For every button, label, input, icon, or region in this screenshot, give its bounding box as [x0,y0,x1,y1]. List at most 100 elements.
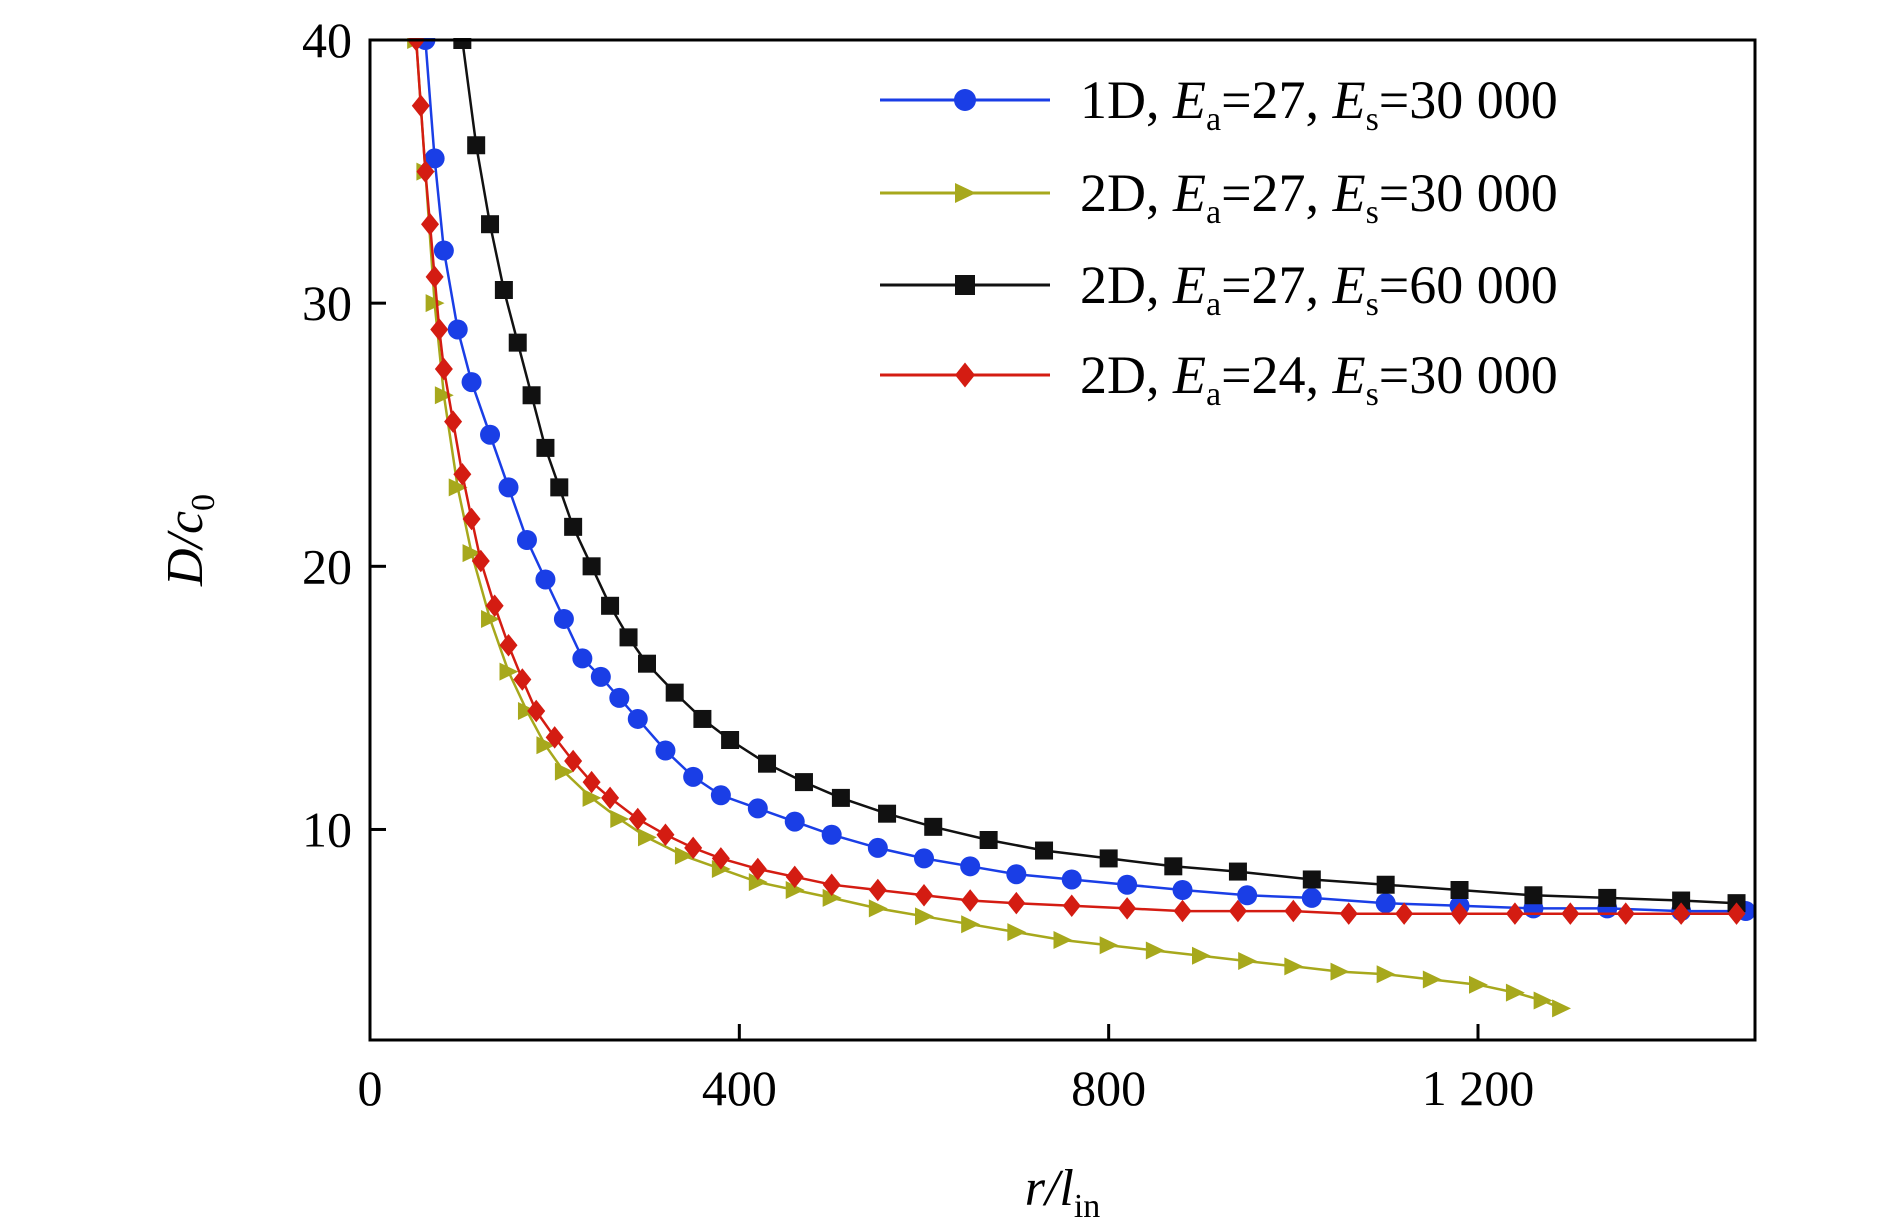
y-tick-label: 10 [302,801,352,857]
series-4-point [1062,894,1081,918]
series-3-point [1450,881,1469,899]
series-3-point [638,654,656,673]
series-4-point [416,160,435,183]
series-2-point [822,888,842,907]
x-axis-label-main: r/l [1025,1160,1074,1217]
series-3-point [564,517,583,536]
legend-label: 2D, Ea=27, Es=30 000 [1080,163,1558,231]
series-1-point [609,687,630,708]
series-4-point [785,865,804,889]
series-2-point [674,846,694,865]
legend-label-part: E [1172,163,1206,223]
legend-label-sub: s [1366,376,1379,413]
series-3-point [1672,891,1691,910]
legend-swatch-marker [955,362,975,388]
series-4-point [868,878,887,902]
series-4-point [1173,899,1192,923]
y-tick-label: 40 [302,12,352,68]
legend-label-part: =30 000 [1379,163,1558,223]
series-4-point [1395,902,1414,925]
series-4-point [434,357,453,381]
legend-label-part: 2D, [1080,345,1173,405]
series-4-point [513,668,532,691]
series-4-point [462,507,481,531]
series-4-point [1339,902,1358,925]
series-layer [407,38,1755,1018]
series-2-point [1376,965,1396,984]
series-4-point [471,549,490,573]
series-4-point [1505,902,1524,925]
legend-label-part: 1D, [1080,70,1173,130]
y-axis-label: D/c0 [157,494,222,587]
legend-item-4: 2D, Ea=24, Es=30 000 [880,345,1558,413]
series-4-point [453,462,472,486]
series-3-point [665,683,684,702]
legend-label-part: =30 000 [1379,70,1558,130]
series-3-point [721,731,740,749]
series-3-point [1376,875,1395,894]
legend-label-sub: s [1366,286,1379,323]
series-1-point [960,856,981,877]
legend-label-part: =27, [1221,255,1332,315]
series-1-point [498,477,519,498]
legend-swatch-marker [955,183,976,203]
series-1-point [1375,893,1396,914]
series-1-point [447,319,468,340]
legend-label-part: E [1172,255,1206,315]
legend-label-part: E [1332,70,1366,130]
series-4-point [545,726,564,749]
legend-item-3: 2D, Ea=27, Es=60 000 [880,255,1558,323]
series-3-point [453,38,472,49]
series-3-point [831,788,850,807]
y-tick-label: 20 [302,538,352,594]
series-3-point [1302,870,1321,889]
series-2-point [499,662,519,681]
series-4-point [822,873,841,896]
series-4-point [421,212,440,236]
legend-label-part: 2D, [1080,255,1173,315]
series-3-point [494,281,513,299]
legend-label-part: =27, [1221,163,1332,223]
series-3-point [522,386,541,405]
series-4-point [1561,902,1580,925]
legend-label-part: E [1332,163,1366,223]
series-4-point [1284,899,1303,923]
series-4-point [915,884,933,907]
series-4-point [961,889,980,912]
series-2-point [961,915,981,934]
y-tick-label: 30 [302,275,352,331]
series-2-point [1099,936,1119,955]
series-1-point [480,424,501,445]
series-1-point [914,848,934,869]
series-1-point [516,530,537,550]
series-3-point [550,478,569,497]
series-3-point [536,438,555,457]
series-1-point [784,811,805,832]
series-3-point [1524,886,1543,905]
series-2-point [1145,941,1165,960]
legend-label-part: =24, [1221,345,1332,405]
series-1-point [1301,887,1322,908]
series-4-point [527,699,546,723]
series-2-point [434,386,454,405]
series-2-point [582,788,602,807]
series-3-point [794,773,813,792]
series-3 [453,38,1746,913]
series-4-point [1616,902,1635,925]
series-3-point [1228,862,1247,881]
series-2-point [536,736,556,755]
series-4 [407,38,1746,925]
series-4-point [485,594,504,618]
series-3-point [619,628,638,647]
x-tick-label: 0 [358,1060,383,1116]
legend-label-part: E [1172,70,1206,130]
series-4-point [564,749,583,773]
series-2-point [785,881,805,899]
series-4-point [444,410,463,433]
legend-label-sub: s [1366,194,1379,231]
series-2-point [1422,970,1442,989]
series-1-point [1061,869,1082,890]
series-1-point [710,785,731,806]
series-3-point [508,333,527,352]
legend-item-1: 1D, Ea=27, Es=30 000 [880,70,1558,138]
